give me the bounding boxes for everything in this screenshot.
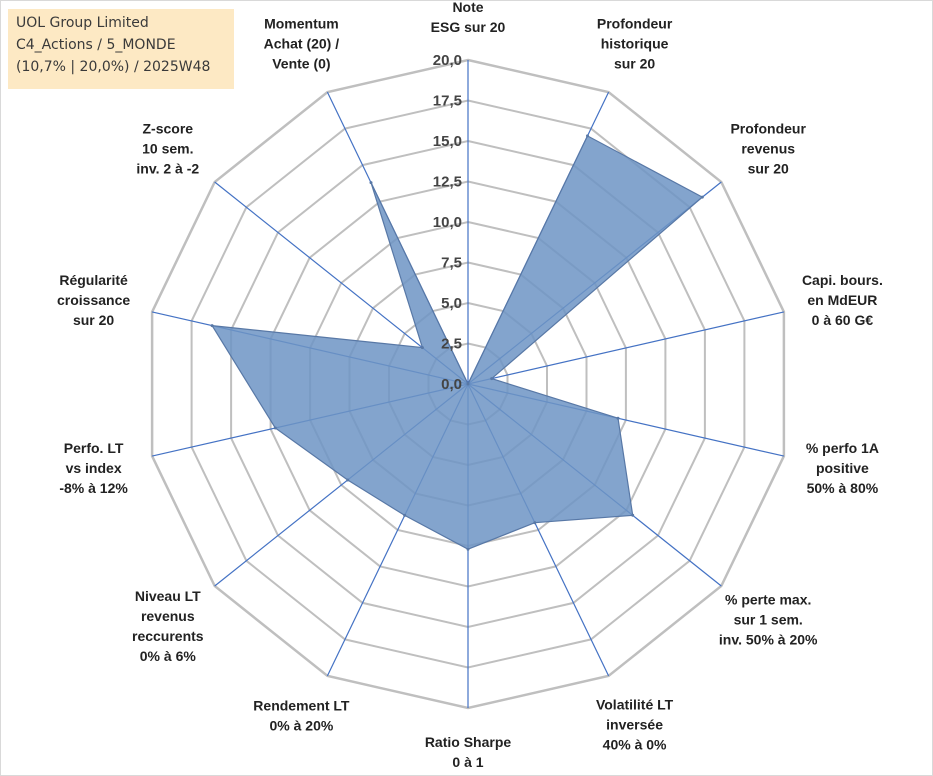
axis-label-line: 0 à 60 G€ (812, 312, 874, 328)
axis-label: Capi. bours. en MdEUR 0 à 60 G€ (802, 272, 883, 328)
axis-label-line: Volatilité LT (596, 697, 674, 713)
radial-tick-label: 15,0 (433, 133, 462, 150)
axis-label-line: Ratio Sharpe (425, 734, 512, 750)
company-name: UOL Group Limited (16, 15, 149, 31)
radial-tick-label: 5,0 (441, 295, 462, 312)
axis-label-line: 0% à 20% (269, 718, 333, 734)
axis-label-line: en MdEUR (807, 292, 877, 308)
data-point (490, 377, 494, 381)
axis-label: Z-score 10 sem. inv. 2 à -2 (136, 120, 199, 176)
axis-label-layer: Note ESG sur 20 Profondeur historique sur 20… (57, 0, 883, 770)
axis-label-line: 40% à 0% (603, 737, 667, 753)
data-point (466, 382, 470, 386)
axis-label-line: inversée (606, 717, 663, 733)
data-point (631, 513, 635, 517)
axis-label: Régularité croissance sur 20 (57, 272, 130, 328)
axis-label: Rendement LT 0% à 20% (253, 698, 350, 734)
axis-label-line: croissance (57, 292, 130, 308)
axis-label-line: 0% à 6% (140, 648, 197, 664)
series-layer (210, 134, 704, 551)
axis-label: % perte max. sur 1 sem. inv. 50% à 20% (719, 592, 818, 648)
axis-label-line: 0 à 1 (452, 754, 483, 770)
data-point (700, 195, 704, 199)
data-point (403, 513, 407, 517)
data-point (616, 416, 620, 420)
axis-spoke (467, 311, 785, 385)
axis-label: Volatilité LT inversée 40% à 0% (596, 697, 674, 753)
axis-label-line: Capi. bours. (802, 272, 883, 288)
axis-label-line: Niveau LT (135, 588, 201, 604)
radial-tick-label: 17,5 (433, 93, 462, 110)
data-point (210, 324, 214, 328)
axis-label: Ratio Sharpe 0 à 1 (425, 734, 512, 770)
axis-label-line: inv. 50% à 20% (719, 632, 818, 648)
axis-label-line: Momentum (264, 15, 339, 31)
axis-label-line: 10 sem. (142, 140, 193, 156)
axis-label-line: % perte max. (725, 592, 811, 608)
tick-layer: 0,0 2,5 5,0 7,5 10,0 12,5 15,0 17,5 20,0 (433, 52, 462, 393)
axis-label-line: Achat (20) / (264, 35, 340, 51)
data-point (273, 426, 277, 430)
axis-label: Perfo. LT vs index -8% à 12% (59, 440, 128, 496)
axis-label-line: revenus (741, 140, 795, 156)
axis-label-line: Profondeur (597, 15, 673, 31)
axis-label-line: Note (452, 0, 483, 15)
axis-label-line: 50% à 80% (807, 480, 879, 496)
radial-tick-label: 20,0 (433, 52, 462, 69)
data-point (466, 547, 470, 551)
axis-label-line: sur 20 (614, 55, 655, 71)
portfolio-path: C4_Actions / 5_MONDE (16, 37, 176, 53)
axis-label-line: % perfo 1A (806, 440, 879, 456)
axis-label-line: inv. 2 à -2 (136, 160, 199, 176)
axis-label: Momentum Achat (20) / Vente (0) (264, 15, 340, 71)
axis-label-line: Régularité (59, 272, 128, 288)
data-point (533, 521, 537, 525)
axis-label-line: Profondeur (730, 120, 806, 136)
data-point (586, 134, 589, 138)
radial-tick-label: 0,0 (441, 376, 462, 393)
axis-label-line: sur 1 sem. (734, 612, 803, 628)
axis-label: % perfo 1A positive 50% à 80% (806, 440, 879, 496)
radial-tick-label: 10,0 (433, 214, 462, 231)
score-summary: (10,7% | 20,0%) / 2025W48 (16, 59, 211, 75)
radial-tick-label: 7,5 (441, 255, 462, 272)
axis-label-line: Z-score (143, 120, 194, 136)
axis-label-line: revenus (141, 608, 195, 624)
radial-tick-label: 2,5 (441, 336, 462, 353)
axis-label-line: -8% à 12% (59, 480, 128, 496)
data-point (369, 181, 373, 185)
axis-label-line: Rendement LT (253, 698, 350, 714)
axis-label-line: ESG sur 20 (431, 19, 506, 35)
axis-label: Note ESG sur 20 (431, 0, 506, 35)
axis-label-line: Vente (0) (272, 55, 330, 71)
axis-label-line: Perfo. LT (64, 440, 124, 456)
data-point (420, 346, 424, 350)
axis-label-line: sur 20 (73, 312, 114, 328)
info-box: UOL Group Limited C4_Actions / 5_MONDE (… (8, 9, 234, 89)
axis-label-line: historique (601, 35, 669, 51)
axis-label-line: positive (816, 460, 869, 476)
axis-label-line: reccurents (132, 628, 204, 644)
axis-label-line: sur 20 (748, 160, 789, 176)
radial-tick-label: 12,5 (433, 174, 462, 191)
data-point (346, 478, 350, 482)
axis-label: Profondeur revenus sur 20 (730, 120, 806, 176)
axis-label-line: vs index (66, 460, 122, 476)
axis-label: Profondeur historique sur 20 (597, 15, 673, 71)
axis-label: Niveau LT revenus reccurents 0% à 6% (132, 588, 204, 664)
